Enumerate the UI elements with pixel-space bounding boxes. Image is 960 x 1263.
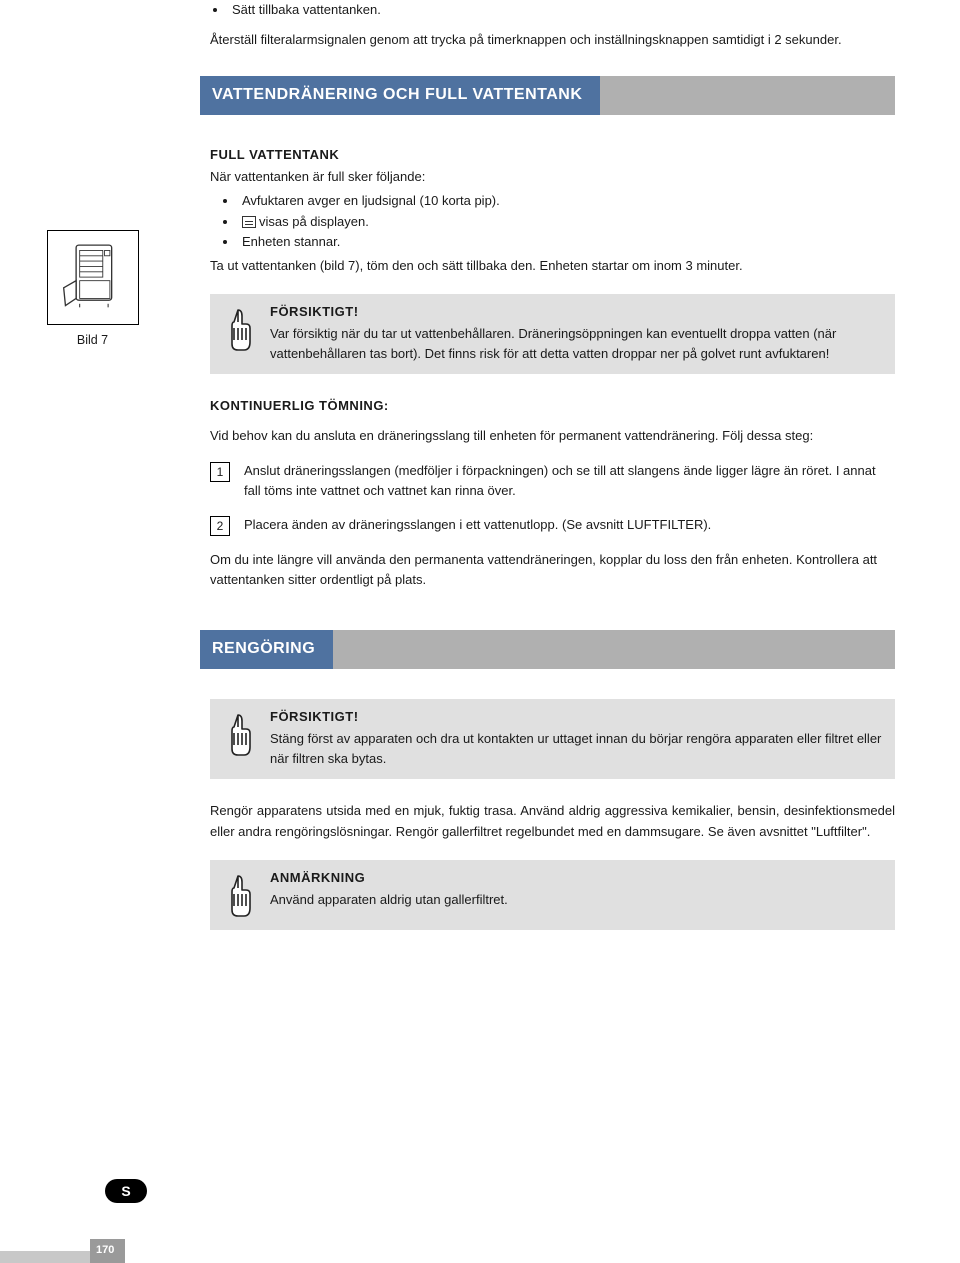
pointing-hand-icon — [220, 302, 256, 364]
language-badge: S — [105, 1179, 147, 1203]
step-number: 2 — [210, 516, 230, 536]
list-item: Sätt tillbaka vattentanken. — [228, 0, 895, 20]
list-item: Avfuktaren avger en ljudsignal (10 korta… — [238, 191, 895, 211]
pointing-hand-icon — [220, 707, 256, 769]
intro-paragraph: Återställ filteralarmsignalen genom att … — [210, 30, 895, 50]
figure-7-illustration — [47, 230, 139, 325]
subheading-continuous: KONTINUERLIG TÖMNING: — [210, 396, 895, 416]
section-heading-drainage: VATTENDRÄNERING OCH FULL VATTENTANK — [200, 76, 895, 115]
display-indicator-icon — [242, 216, 256, 228]
caution-box: FÖRSIKTIGT! Stäng först av apparaten och… — [210, 699, 895, 779]
page-footer-strip: 170 — [0, 1233, 150, 1263]
caution-box: FÖRSIKTIGT! Var försiktig när du tar ut … — [210, 294, 895, 374]
caution-text: Stäng först av apparaten och dra ut kont… — [270, 729, 883, 769]
figure-column: Bild 7 — [0, 230, 185, 350]
subheading-full-tank: FULL VATTENTANK — [210, 145, 895, 165]
full-tank-after: Ta ut vattentanken (bild 7), töm den och… — [210, 256, 895, 276]
pointing-hand-icon — [220, 868, 256, 920]
full-tank-bullets: Avfuktaren avger en ljudsignal (10 korta… — [238, 191, 895, 251]
step-text: Placera änden av dräneringsslangen i ett… — [244, 515, 895, 536]
section-heading-text: VATTENDRÄNERING OCH FULL VATTENTANK — [200, 76, 600, 115]
intro-bullet-list: Sätt tillbaka vattentanken. — [228, 0, 895, 20]
list-item: Enheten stannar. — [238, 232, 895, 252]
caution-text: Var försiktig när du tar ut vattenbehåll… — [270, 324, 883, 364]
caution-title: FÖRSIKTIGT! — [270, 302, 883, 322]
page-number: 170 — [96, 1242, 114, 1259]
full-tank-intro: När vattentanken är full sker följande: — [210, 167, 895, 187]
list-item: visas på displayen. — [238, 212, 895, 232]
dehumidifier-icon — [53, 238, 133, 318]
note-box: ANMÄRKNING Använd apparaten aldrig utan … — [210, 860, 895, 930]
list-item-text: visas på displayen. — [259, 214, 369, 229]
step-number: 1 — [210, 462, 230, 482]
figure-label: Bild 7 — [0, 331, 185, 350]
note-text: Använd apparaten aldrig utan gallerfiltr… — [270, 890, 883, 910]
section-heading-cleaning: RENGÖRING — [200, 630, 895, 669]
numbered-step: 1 Anslut dräneringsslangen (medföljer i … — [210, 461, 895, 501]
numbered-step: 2 Placera änden av dräneringsslangen i e… — [210, 515, 895, 536]
continuous-outro: Om du inte längre vill använda den perma… — [210, 550, 895, 590]
continuous-intro: Vid behov kan du ansluta en dräneringssl… — [210, 426, 895, 446]
cleaning-body: Rengör apparatens utsida med en mjuk, fu… — [210, 801, 895, 841]
note-title: ANMÄRKNING — [270, 868, 883, 888]
section-heading-text: RENGÖRING — [200, 630, 333, 669]
caution-title: FÖRSIKTIGT! — [270, 707, 883, 727]
step-text: Anslut dräneringsslangen (medföljer i fö… — [244, 461, 895, 501]
